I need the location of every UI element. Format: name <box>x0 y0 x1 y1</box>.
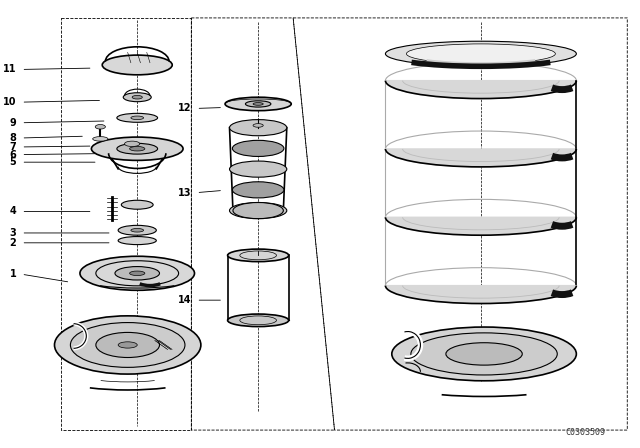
Ellipse shape <box>92 137 183 160</box>
Polygon shape <box>385 286 577 303</box>
Ellipse shape <box>446 343 522 365</box>
Ellipse shape <box>80 256 195 290</box>
Ellipse shape <box>122 200 153 209</box>
Ellipse shape <box>131 228 143 232</box>
Text: 4: 4 <box>10 207 16 216</box>
Ellipse shape <box>232 182 284 198</box>
Text: 12: 12 <box>178 103 191 113</box>
Text: 9: 9 <box>10 118 16 128</box>
Ellipse shape <box>54 316 201 374</box>
Polygon shape <box>385 149 577 167</box>
Text: 8: 8 <box>10 133 16 143</box>
Ellipse shape <box>233 202 284 219</box>
Ellipse shape <box>385 41 577 66</box>
Ellipse shape <box>125 141 140 146</box>
Text: 2: 2 <box>10 238 16 248</box>
Ellipse shape <box>102 55 172 75</box>
Ellipse shape <box>230 202 287 219</box>
Text: 3: 3 <box>10 228 16 238</box>
Ellipse shape <box>131 116 143 120</box>
Text: 1: 1 <box>10 269 16 279</box>
Ellipse shape <box>245 101 271 107</box>
Ellipse shape <box>129 146 145 151</box>
Ellipse shape <box>411 333 557 375</box>
Polygon shape <box>385 81 577 99</box>
Text: 14: 14 <box>178 295 191 305</box>
Text: 11: 11 <box>3 65 16 74</box>
Ellipse shape <box>129 271 145 276</box>
Ellipse shape <box>117 143 157 154</box>
Ellipse shape <box>253 124 263 127</box>
Ellipse shape <box>118 342 137 348</box>
Ellipse shape <box>118 237 156 245</box>
Ellipse shape <box>232 140 284 156</box>
Ellipse shape <box>406 44 556 64</box>
Ellipse shape <box>70 323 185 367</box>
Ellipse shape <box>118 225 156 235</box>
Ellipse shape <box>132 95 142 99</box>
Ellipse shape <box>124 146 141 152</box>
Ellipse shape <box>124 93 151 102</box>
Ellipse shape <box>93 137 108 141</box>
Ellipse shape <box>115 267 159 280</box>
Ellipse shape <box>225 97 291 111</box>
Ellipse shape <box>117 113 157 122</box>
Text: 10: 10 <box>3 97 16 107</box>
Ellipse shape <box>230 120 287 136</box>
Text: 13: 13 <box>178 188 191 198</box>
Ellipse shape <box>96 332 159 358</box>
Text: 6: 6 <box>10 150 16 159</box>
Ellipse shape <box>230 161 287 177</box>
Ellipse shape <box>228 314 289 327</box>
Polygon shape <box>385 217 577 235</box>
Text: 7: 7 <box>10 142 16 152</box>
Ellipse shape <box>392 327 577 381</box>
Text: 5: 5 <box>10 157 16 167</box>
Ellipse shape <box>253 103 263 105</box>
Text: C0303509: C0303509 <box>565 428 605 437</box>
Ellipse shape <box>228 249 289 262</box>
Ellipse shape <box>95 125 106 129</box>
